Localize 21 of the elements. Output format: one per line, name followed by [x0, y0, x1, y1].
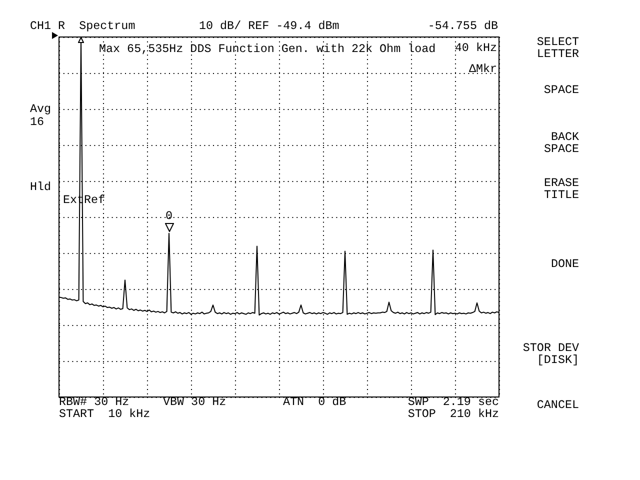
text: Hld: [30, 180, 52, 194]
text: SELECT LETTER: [536, 35, 580, 60]
text: ERASE TITLE: [544, 176, 580, 202]
text: CANCEL: [536, 398, 579, 412]
text: START 10 kHz: [59, 407, 150, 421]
text: 10 dB/ REF -49.4 dBm: [199, 19, 340, 33]
text: STOR DEV [DISK]: [522, 341, 580, 366]
text: SPACE: [544, 83, 579, 97]
text: -54.755 dB: [428, 19, 498, 33]
text: Avg: [30, 102, 52, 116]
annotation: SWP 2.19 sec: [408, 395, 499, 409]
text: CH1 R Spectrum: [30, 19, 136, 33]
text: STOP 210 kHz: [408, 407, 499, 421]
text: 16: [30, 115, 44, 129]
text: DONE: [550, 257, 579, 271]
annotation: ATN 0 dB: [283, 395, 346, 409]
text: BACK SPACE: [544, 130, 580, 156]
annotation: 0: [164, 209, 174, 224]
annotation: ΔMkr: [468, 62, 497, 76]
chart-title: Max 65,535Hz DDS Function Gen. with 22k Ohm load: [99, 42, 436, 56]
annotation: 40 kHz: [454, 41, 497, 55]
